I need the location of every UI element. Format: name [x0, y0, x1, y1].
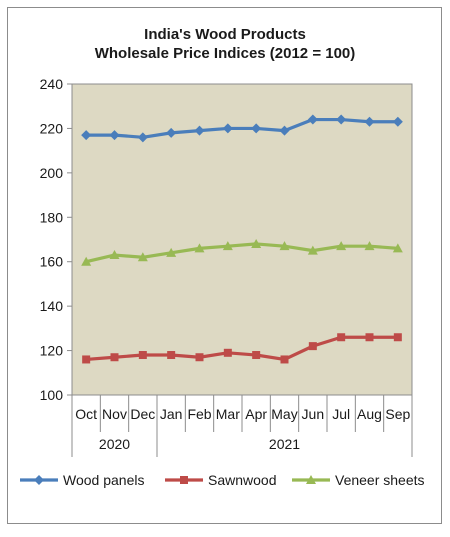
y-tick-label: 180 [40, 209, 64, 225]
legend-marker-veneer-sheets [306, 475, 316, 484]
data-point-veneer-sheets [251, 238, 262, 248]
data-point-sawnwood [337, 333, 346, 342]
series-veneer-sheets [81, 238, 403, 266]
y-tick-label: 200 [40, 165, 64, 181]
data-point-sawnwood [393, 333, 402, 342]
data-point-sawnwood [223, 348, 232, 357]
legend-marker-wood-panels [34, 475, 44, 485]
data-point-sawnwood [167, 351, 176, 360]
data-point-veneer-sheets [307, 245, 318, 255]
y-tick-label: 140 [40, 298, 64, 314]
data-point-wood-panels [109, 130, 120, 141]
data-point-sawnwood [280, 355, 289, 364]
data-point-veneer-sheets [137, 252, 148, 262]
y-tick-label: 120 [40, 343, 64, 359]
x-tick-label: Oct [75, 406, 97, 422]
series-layer [81, 114, 403, 364]
data-point-sawnwood [138, 351, 147, 360]
series-line-wood-panels [86, 117, 398, 139]
series-sawnwood [82, 333, 402, 364]
data-point-veneer-sheets [166, 247, 177, 257]
x-tick-label: Jul [332, 406, 350, 422]
data-point-wood-panels [166, 127, 177, 138]
data-point-veneer-sheets [279, 241, 290, 251]
legend-label-wood-panels: Wood panels [63, 472, 144, 488]
data-point-veneer-sheets [364, 241, 375, 251]
y-tick-label: 100 [40, 387, 64, 403]
legend-label-sawnwood: Sawnwood [208, 472, 277, 488]
data-point-veneer-sheets [194, 243, 205, 253]
data-point-veneer-sheets [336, 241, 347, 251]
data-point-wood-panels [251, 123, 262, 134]
data-point-wood-panels [222, 123, 233, 134]
x-tick-label: Jan [160, 406, 183, 422]
data-point-sawnwood [252, 351, 261, 360]
x-tick-label: Mar [216, 406, 240, 422]
legend-marker-sawnwood [180, 476, 188, 484]
y-tick-label: 220 [40, 120, 64, 136]
data-point-wood-panels [364, 116, 375, 127]
data-point-veneer-sheets [392, 243, 403, 253]
year-label: 2020 [99, 436, 130, 452]
series-line-sawnwood [86, 335, 398, 362]
data-point-sawnwood [195, 353, 204, 362]
legend: Wood panels Sawnwood Veneer sheets [20, 472, 425, 488]
x-tick-label: Feb [187, 406, 211, 422]
data-point-wood-panels [81, 130, 92, 141]
plot-area [71, 83, 413, 396]
x-tick-label: Jun [302, 406, 325, 422]
x-tick-label: Dec [130, 406, 155, 422]
y-tick-label: 160 [40, 254, 64, 270]
y-tick-label: 240 [40, 76, 64, 92]
data-point-veneer-sheets [109, 250, 120, 260]
chart-title-line2: Wholesale Price Indices (2012 = 100) [95, 45, 356, 62]
chart-title-line1: India's Wood Products [144, 26, 306, 43]
data-point-wood-panels [307, 114, 318, 125]
series-line-veneer-sheets [85, 242, 398, 264]
x-tick-label: May [271, 406, 297, 422]
data-point-wood-panels [137, 132, 148, 143]
data-point-veneer-sheets [222, 241, 233, 251]
data-point-sawnwood [82, 355, 91, 364]
axes: 100 120 140 160 180 200 220 240 Oct Nov Dec Jan Feb M… [40, 76, 413, 457]
data-point-sawnwood [110, 353, 119, 362]
data-point-sawnwood [308, 342, 317, 351]
data-point-veneer-sheets [81, 256, 92, 266]
data-point-wood-panels [194, 125, 205, 136]
x-tick-label: Nov [102, 406, 127, 422]
data-point-wood-panels [392, 116, 403, 127]
data-point-wood-panels [279, 125, 290, 136]
x-tick-label: Aug [357, 406, 382, 422]
x-tick-label: Sep [385, 406, 410, 422]
series-wood-panels [81, 114, 403, 143]
x-tick-label: Apr [245, 406, 267, 422]
data-point-sawnwood [365, 333, 374, 342]
data-point-wood-panels [336, 114, 347, 125]
legend-label-veneer-sheets: Veneer sheets [335, 472, 425, 488]
year-label: 2021 [269, 436, 300, 452]
